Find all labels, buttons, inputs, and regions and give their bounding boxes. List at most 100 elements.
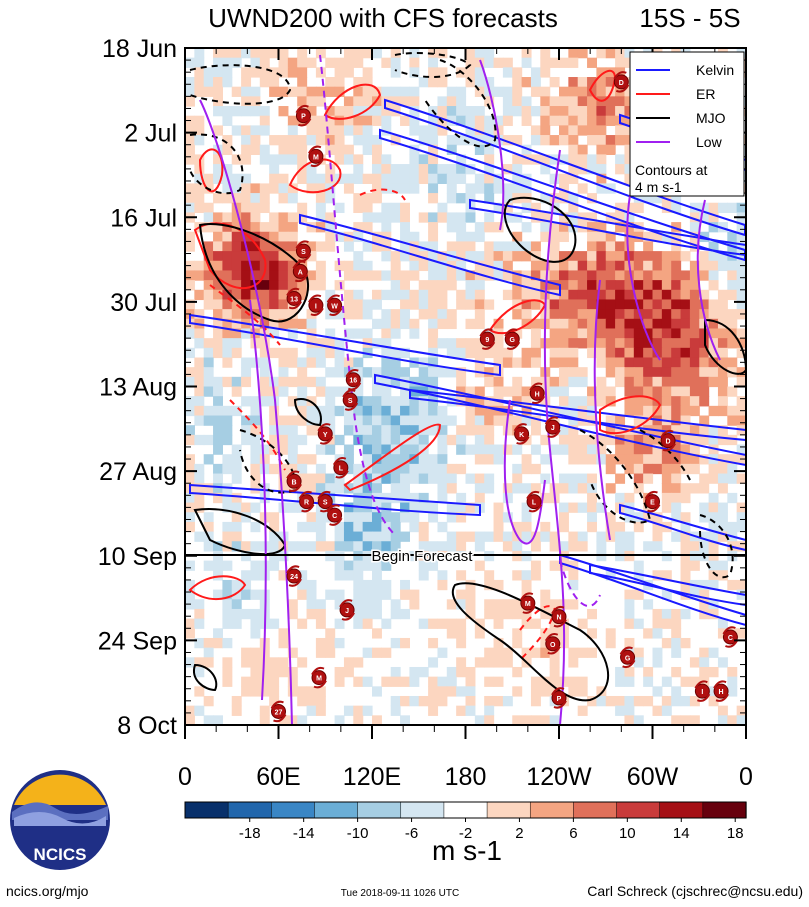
heatmap-cell	[400, 589, 410, 600]
heatmap-cell	[549, 347, 560, 359]
heatmap-cell	[596, 67, 607, 78]
heatmap-cell	[353, 125, 364, 136]
heatmap-cell	[185, 86, 195, 97]
heatmap-cell	[521, 570, 532, 581]
heatmap-cell	[624, 115, 635, 126]
heatmap-cell	[372, 338, 382, 349]
heatmap-cell	[643, 280, 654, 291]
heatmap-cell	[381, 251, 392, 262]
heatmap-cell	[559, 193, 569, 204]
heatmap-cell	[437, 260, 448, 272]
x-tick-label: 60W	[627, 763, 679, 791]
heatmap-cell	[409, 512, 420, 523]
heatmap-cell	[493, 86, 504, 97]
heatmap-cell	[409, 405, 420, 417]
heatmap-cell	[390, 173, 401, 184]
heatmap-cell	[502, 86, 513, 97]
heatmap-cell	[559, 96, 569, 107]
heatmap-cell	[315, 463, 326, 475]
heatmap-cell	[624, 512, 635, 523]
heatmap-cell	[400, 241, 410, 252]
heatmap-cell	[717, 483, 728, 494]
heatmap-cell	[474, 454, 485, 465]
heatmap-cell	[362, 212, 373, 223]
heatmap-cell	[334, 338, 345, 349]
heatmap-cell	[203, 483, 214, 494]
heatmap-cell	[577, 444, 588, 455]
heatmap-cell	[596, 154, 607, 165]
low-contour	[593, 279, 611, 541]
heatmap-cell	[568, 328, 579, 339]
heatmap-cell	[502, 270, 513, 281]
heatmap-cell	[278, 483, 289, 494]
heatmap-cell	[624, 106, 635, 117]
heatmap-cell	[334, 599, 345, 610]
heatmap-cell	[269, 289, 280, 301]
heatmap-cell	[643, 628, 654, 639]
heatmap-cell	[624, 48, 635, 59]
heatmap-cell	[615, 695, 626, 707]
heatmap-cell	[456, 222, 467, 233]
heatmap-cell	[605, 695, 616, 707]
heatmap-cell	[540, 154, 551, 165]
heatmap-cell	[596, 86, 607, 97]
heatmap-cell	[521, 144, 532, 155]
heatmap-cell	[540, 647, 551, 658]
heatmap-cell	[633, 270, 644, 281]
heatmap-cell	[278, 154, 289, 165]
heatmap-cell	[474, 289, 485, 301]
heatmap-cell	[241, 154, 252, 165]
heatmap-cell	[250, 405, 261, 417]
heatmap-cell	[372, 463, 382, 475]
heatmap-cell	[428, 695, 439, 707]
heatmap-cell	[671, 686, 682, 697]
storm-label: G	[625, 655, 631, 662]
heatmap-cell	[325, 415, 336, 426]
heatmap-cell	[633, 280, 644, 291]
heatmap-cell	[203, 173, 214, 184]
heatmap-cell	[418, 309, 429, 320]
heatmap-cell	[259, 241, 270, 252]
storm-label: 27	[275, 709, 283, 716]
heatmap-cell	[250, 96, 261, 107]
heatmap-cell	[334, 357, 345, 368]
heatmap-cell	[549, 299, 560, 310]
heatmap-cell	[362, 299, 373, 310]
heatmap-cell	[474, 415, 485, 426]
heatmap-cell	[194, 705, 205, 716]
heatmap-cell	[530, 357, 541, 368]
heatmap-cell	[624, 357, 635, 368]
low-contour	[479, 59, 505, 231]
heatmap-cell	[381, 579, 392, 591]
heatmap-cell	[213, 270, 223, 281]
heatmap-cell	[465, 125, 476, 136]
heatmap-cell	[362, 589, 373, 600]
heatmap-cell	[624, 173, 635, 184]
heatmap-cell	[250, 415, 261, 426]
heatmap-cell	[250, 260, 261, 272]
heatmap-cell	[409, 666, 420, 678]
heatmap-cell	[213, 222, 223, 233]
heatmap-cell	[381, 57, 392, 68]
heatmap-cell	[671, 260, 682, 272]
heatmap-cell	[736, 579, 746, 591]
storm-label: 24	[290, 574, 298, 581]
heatmap-cell	[559, 154, 569, 165]
heatmap-cell	[568, 289, 579, 301]
heatmap-cell	[269, 434, 280, 446]
low-contour	[626, 194, 661, 361]
legend-label: MJO	[696, 110, 726, 126]
heatmap-cell	[680, 560, 691, 571]
colorbar-label: 6	[569, 825, 577, 842]
heatmap-cell	[297, 405, 308, 417]
heatmap-cell	[315, 386, 326, 397]
heatmap-cell	[203, 289, 214, 301]
heatmap-cell	[568, 77, 579, 88]
heatmap-cell	[708, 473, 719, 484]
heatmap-cell	[446, 241, 457, 252]
heatmap-cell	[381, 115, 392, 126]
heatmap-cell	[605, 309, 616, 320]
heatmap-cell	[446, 164, 457, 175]
heatmap-cell	[428, 328, 439, 339]
heatmap-cell	[222, 666, 233, 678]
